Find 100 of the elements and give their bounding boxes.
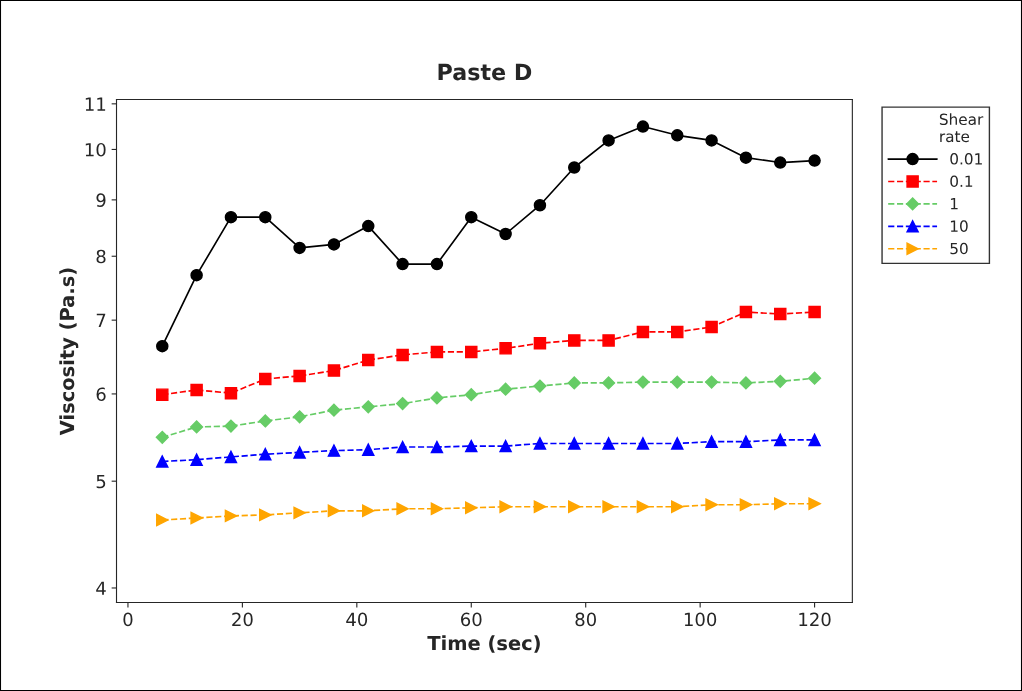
point — [808, 497, 821, 510]
point — [362, 504, 375, 518]
x-tick-label: 20 — [232, 612, 253, 627]
point — [739, 151, 753, 164]
legend-label: 50 — [950, 242, 968, 255]
legend-label: 0.01 — [950, 153, 982, 165]
x-tick-label: 100 — [684, 612, 717, 627]
point — [602, 500, 615, 513]
point — [224, 386, 238, 400]
point — [362, 219, 375, 233]
y-tick-label: 8 — [96, 249, 106, 264]
point — [156, 339, 169, 353]
point — [327, 504, 341, 518]
point — [396, 440, 409, 454]
point — [224, 450, 238, 464]
point — [190, 383, 203, 397]
point — [499, 439, 512, 453]
point — [293, 506, 306, 520]
y-tick-label: 9 — [96, 193, 106, 207]
point — [190, 453, 203, 466]
point — [293, 446, 306, 459]
point — [361, 400, 375, 414]
point — [499, 342, 512, 355]
point — [156, 388, 169, 401]
point — [224, 210, 238, 224]
point — [705, 498, 718, 511]
point — [705, 375, 719, 389]
point — [396, 502, 409, 516]
point — [396, 257, 409, 271]
y-axis-title: Viscosity (Pa.s) — [59, 268, 79, 436]
y-tick-label: 5 — [96, 474, 106, 489]
point — [293, 241, 306, 255]
point — [807, 371, 822, 385]
point — [362, 443, 375, 456]
point — [327, 238, 341, 251]
point — [293, 369, 306, 383]
point — [258, 414, 272, 428]
point — [259, 372, 272, 386]
point — [156, 513, 169, 527]
point — [568, 437, 581, 450]
point — [774, 433, 787, 447]
point — [670, 375, 684, 389]
point — [362, 353, 375, 367]
legend-title: Shear rate — [939, 113, 984, 143]
y-tick-label: 11 — [85, 97, 106, 111]
point — [533, 500, 547, 513]
point — [602, 376, 616, 390]
point — [636, 325, 650, 339]
point — [671, 437, 684, 450]
point — [430, 440, 444, 454]
x-tick-label: 80 — [575, 612, 596, 627]
point — [465, 439, 478, 453]
point — [430, 345, 444, 359]
y-tick-label: 6 — [96, 387, 106, 402]
point — [327, 364, 341, 377]
x-tick-label: 40 — [346, 612, 368, 627]
point — [430, 257, 444, 271]
point — [636, 500, 650, 513]
point — [774, 497, 787, 510]
point — [808, 154, 821, 167]
point — [739, 305, 753, 319]
point — [155, 430, 169, 444]
point — [567, 376, 581, 390]
point — [327, 403, 341, 417]
legend-label: 10 — [950, 220, 968, 232]
y-tick-label: 4 — [96, 581, 106, 595]
point — [259, 210, 272, 224]
point — [327, 444, 341, 457]
point — [773, 374, 787, 388]
point — [499, 227, 512, 241]
point — [808, 305, 821, 319]
point — [705, 320, 718, 334]
point — [430, 391, 444, 405]
point — [224, 419, 238, 433]
x-tick-label: 60 — [461, 612, 482, 627]
x-tick-label: 120 — [799, 612, 831, 627]
point — [533, 379, 547, 393]
point — [156, 455, 169, 468]
point — [808, 433, 821, 447]
point — [499, 382, 513, 396]
point — [396, 397, 410, 411]
point — [739, 498, 753, 511]
y-tick-label: 10 — [85, 142, 106, 157]
point — [774, 307, 787, 321]
point — [293, 410, 307, 424]
point — [190, 268, 203, 282]
point — [602, 134, 615, 147]
point — [602, 334, 615, 347]
point — [259, 508, 272, 522]
point — [499, 500, 512, 513]
point — [671, 500, 684, 513]
point — [430, 502, 444, 516]
point — [465, 210, 478, 224]
x-tick-label: 0 — [123, 612, 133, 627]
point — [671, 325, 684, 339]
point — [636, 120, 650, 133]
point — [396, 348, 409, 362]
point — [602, 437, 615, 450]
point — [190, 420, 204, 434]
point — [533, 437, 547, 450]
